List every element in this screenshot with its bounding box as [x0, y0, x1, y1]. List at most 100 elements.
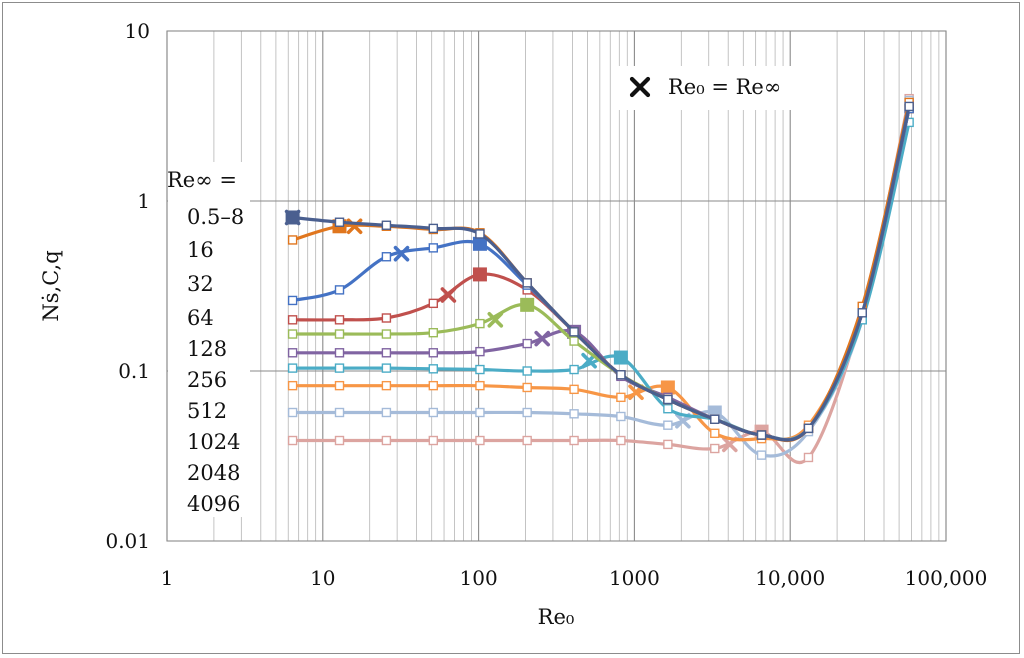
data-point	[616, 411, 626, 422]
filled-marker	[472, 236, 487, 251]
data-point	[381, 380, 392, 391]
legend-entry: 256	[187, 368, 227, 392]
legend-entry: 512	[187, 399, 227, 423]
cross-marker	[534, 330, 551, 347]
y-tick-label: 10	[125, 19, 150, 43]
data-point	[475, 364, 485, 375]
series-line	[291, 98, 911, 458]
data-point	[428, 380, 439, 391]
data-point	[616, 435, 626, 446]
data-point	[287, 435, 298, 446]
series-line	[291, 97, 911, 465]
legend-title: Re∞ =	[167, 168, 237, 192]
y-tick-label: 0.01	[105, 529, 150, 553]
data-point	[710, 414, 720, 424]
legend-entry: 4096	[187, 492, 240, 516]
cross-marker-icon	[629, 76, 651, 98]
data-point	[663, 420, 673, 430]
data-point	[334, 380, 345, 391]
data-point	[475, 318, 485, 329]
data-point	[616, 370, 626, 380]
data-point	[569, 435, 579, 446]
data-point	[428, 327, 439, 338]
x-tick-label: 100	[460, 566, 498, 590]
data-point	[428, 364, 439, 374]
data-point	[334, 329, 345, 339]
cross-marker	[440, 287, 457, 303]
data-point	[756, 430, 767, 440]
y-tick-label: 0.1	[118, 359, 150, 383]
series-1024	[287, 103, 914, 444]
filled-marker	[472, 267, 487, 282]
data-point	[287, 363, 298, 373]
filled-marker	[520, 297, 535, 312]
data-point	[381, 363, 392, 373]
legend-entry: 32	[187, 272, 214, 296]
data-point	[381, 329, 392, 339]
data-point	[334, 435, 345, 446]
data-point	[287, 407, 298, 418]
data-point	[381, 313, 392, 323]
data-point	[287, 348, 298, 358]
data-point	[522, 278, 532, 288]
data-point	[287, 315, 298, 325]
marker-legend-box	[618, 66, 814, 110]
cross-marker	[284, 209, 301, 226]
data-point	[287, 295, 298, 306]
data-point	[428, 223, 439, 234]
series-2048	[287, 95, 914, 460]
data-point	[475, 407, 485, 418]
marker-legend-text: Re₀ = Re∞	[668, 75, 781, 99]
legend-entry: 64	[187, 306, 214, 330]
data-point	[522, 435, 532, 446]
data-point	[334, 217, 345, 227]
legend-entry: 0.5–8	[187, 205, 244, 229]
data-point	[334, 407, 345, 418]
data-point	[334, 348, 345, 358]
data-point	[381, 435, 392, 446]
data-point	[334, 363, 345, 373]
data-point	[475, 380, 485, 391]
legend-background	[168, 162, 250, 517]
data-point	[287, 235, 298, 245]
plot-area	[166, 30, 947, 542]
data-point	[616, 392, 626, 403]
data-point	[569, 384, 579, 395]
data-point	[857, 308, 867, 318]
tick-labels: 1 10 100 1000 10,000 100,000 0.01 0.1 1 10	[105, 19, 987, 590]
x-axis-label: Re₀	[538, 605, 575, 629]
x-tick-label: 1000	[609, 566, 660, 590]
cross-marker	[487, 312, 504, 328]
series-0.5–8	[284, 101, 914, 442]
data-point	[334, 315, 345, 325]
data-point	[663, 439, 673, 450]
data-point	[522, 338, 532, 349]
data-point	[381, 407, 392, 418]
data-point	[803, 423, 814, 434]
data-point	[569, 327, 579, 337]
series-line	[291, 120, 911, 442]
x-tick-label: 100,000	[905, 566, 988, 590]
legend-entry: 2048	[187, 461, 240, 485]
data-point	[803, 452, 814, 463]
y-tick-label: 1	[137, 189, 150, 213]
data-point	[287, 329, 298, 339]
data-point	[663, 394, 673, 405]
filled-marker	[613, 350, 628, 365]
data-point	[381, 220, 392, 230]
data-point	[710, 443, 720, 454]
data-point	[428, 298, 439, 309]
data-point	[522, 366, 532, 376]
cross-marker	[628, 384, 644, 401]
data-point	[428, 348, 439, 358]
x-tick-label: 1	[161, 566, 174, 590]
data-point	[569, 364, 579, 375]
data-point	[287, 380, 298, 391]
series-layer	[284, 93, 914, 465]
data-point	[569, 409, 579, 419]
legend-entries: 0.5–8 16 32 64 128 256 512 1024 2048 4096	[187, 205, 244, 516]
legend-entry: 16	[187, 238, 214, 262]
data-point	[381, 252, 392, 262]
data-point	[569, 336, 579, 346]
